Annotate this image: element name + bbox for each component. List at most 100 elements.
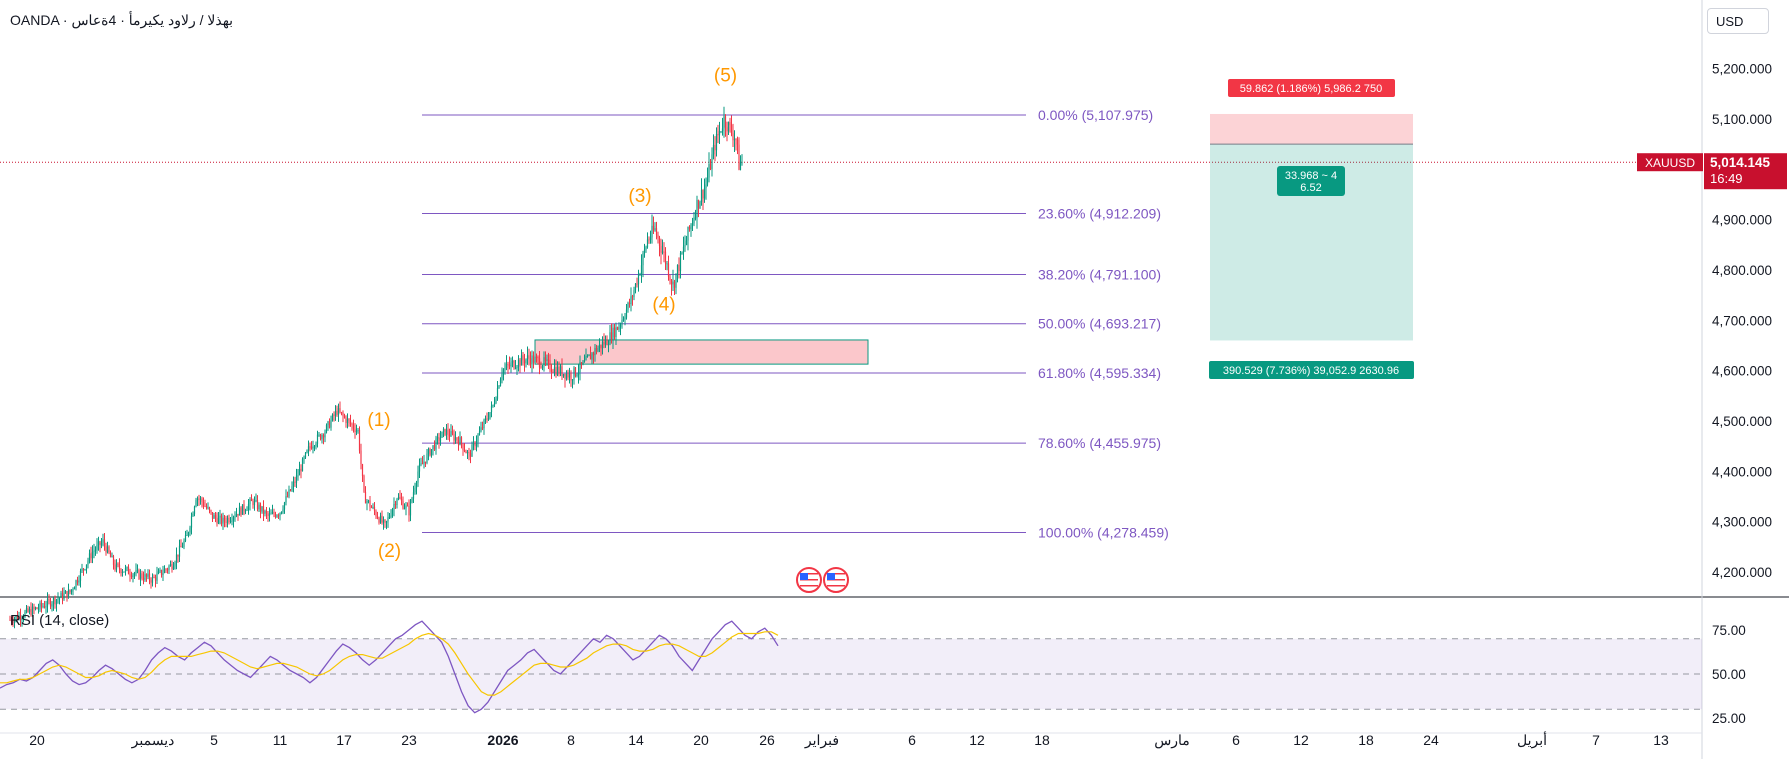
candle-body	[478, 431, 481, 435]
candle-body	[409, 501, 412, 516]
candle-body	[577, 372, 580, 375]
candle	[489, 412, 491, 420]
candle-body	[108, 546, 110, 553]
candle-body	[316, 434, 319, 444]
candle	[309, 442, 311, 452]
candle-body	[664, 251, 667, 264]
candle-body	[166, 569, 169, 571]
candle	[325, 423, 328, 434]
candle	[177, 554, 179, 563]
candle-body	[451, 431, 454, 434]
price-tick-0: 5,200.000	[1712, 62, 1772, 77]
candle	[253, 496, 256, 511]
candle-body	[733, 139, 736, 141]
candle	[459, 431, 461, 446]
candle-body	[532, 355, 535, 363]
candle-body	[456, 437, 458, 441]
candle-body	[423, 461, 425, 464]
candle-body	[165, 569, 167, 571]
candle	[462, 443, 464, 456]
candle-body	[654, 228, 656, 231]
candle	[75, 579, 77, 591]
candle-body	[226, 517, 229, 523]
candle	[588, 354, 590, 357]
candle-body	[681, 252, 683, 254]
candle-body	[586, 355, 589, 357]
candle-body	[336, 410, 338, 415]
long-position-tool[interactable]: 59.862 (1.186%) 5,986.2 750 390.529 (7.73…	[1209, 79, 1414, 379]
candle	[183, 538, 185, 550]
candle-body	[576, 374, 578, 376]
candle-body	[196, 498, 199, 501]
candle-body	[207, 507, 209, 509]
candle	[430, 449, 433, 458]
candle-body	[546, 359, 548, 361]
candle	[402, 496, 404, 510]
candle-body	[334, 410, 337, 416]
candle	[316, 430, 319, 448]
candle-body	[400, 498, 403, 501]
candle	[31, 603, 34, 617]
candle-body	[396, 498, 398, 506]
candle	[46, 592, 49, 613]
candle-body	[468, 451, 470, 454]
candle	[616, 326, 619, 331]
candle-body	[48, 598, 50, 601]
candle-body	[183, 541, 185, 547]
price-axis[interactable]: 5,200.000 5,100.000 4,900.000 4,800.000 4,70…	[1637, 62, 1787, 726]
event-icons[interactable]	[796, 567, 849, 593]
candle-body	[259, 504, 262, 512]
candle-body	[148, 573, 151, 581]
candle-body	[732, 133, 734, 141]
fibonacci-retracement[interactable]: 0.00% (5,107.975) 23.60% (4,912.209) 38.20…	[422, 107, 1169, 541]
candle-body	[417, 471, 419, 483]
candle	[235, 507, 238, 518]
candle	[331, 413, 334, 422]
candle	[427, 447, 430, 461]
candle-body	[237, 513, 239, 516]
candle-body	[124, 568, 127, 572]
candle	[466, 450, 469, 460]
currency-selector[interactable]: USD	[1707, 8, 1769, 34]
candle	[78, 575, 80, 586]
candle-body	[615, 327, 617, 338]
candle-body	[342, 412, 344, 416]
candle-body	[75, 580, 77, 588]
candle	[247, 499, 250, 515]
candle-body	[177, 554, 179, 557]
candle	[297, 469, 299, 481]
candle	[142, 571, 145, 585]
candle-body	[672, 281, 674, 285]
time-axis[interactable]: 20 ديسمبر 5 11 17 23 2026 8 14 20 26 فبراير 6 12 18 مار…	[29, 730, 1669, 749]
candle-body	[597, 348, 599, 352]
price-tick-3: 4,800.000	[1712, 263, 1772, 278]
candle-body	[201, 498, 203, 502]
candle-body	[310, 446, 313, 449]
candle	[333, 411, 335, 422]
candle-body	[595, 348, 598, 352]
candle-body	[496, 388, 499, 399]
candle	[694, 209, 697, 221]
candle	[565, 370, 568, 381]
candle-body	[142, 578, 145, 580]
rsi-line	[0, 620, 779, 714]
candle-body	[385, 521, 388, 523]
time-tick-6: 2026	[487, 732, 518, 748]
candle-body	[276, 515, 278, 517]
candle-body	[202, 501, 205, 507]
candle	[49, 597, 52, 610]
candle-body	[508, 365, 511, 367]
candle	[354, 423, 356, 439]
candle	[70, 589, 73, 595]
candle-body	[442, 428, 445, 432]
candle	[357, 428, 359, 434]
candle-body	[328, 421, 331, 428]
candle-body	[255, 500, 257, 502]
candle	[310, 441, 313, 450]
candle	[219, 509, 221, 525]
candle-body	[223, 517, 226, 522]
candle	[132, 572, 134, 583]
candle	[255, 493, 257, 503]
candle-body	[559, 366, 562, 374]
